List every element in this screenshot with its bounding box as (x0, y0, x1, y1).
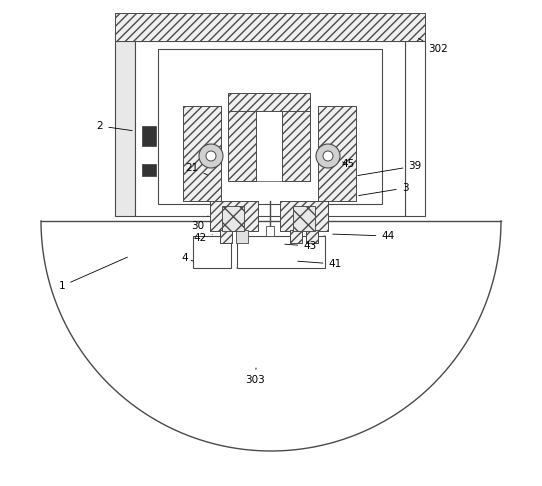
Bar (282, 106, 310, 181)
Bar (405, 41, 425, 216)
Circle shape (323, 151, 333, 161)
Text: 21: 21 (185, 163, 208, 175)
Bar (280, 201, 328, 231)
Text: 303: 303 (245, 368, 265, 385)
Bar (115, 13, 425, 41)
Bar (228, 106, 256, 181)
Bar (228, 93, 310, 111)
Text: 2: 2 (96, 121, 132, 131)
Bar (266, 226, 274, 236)
Bar (220, 230, 232, 243)
Text: 4: 4 (182, 253, 193, 263)
Bar (183, 106, 221, 201)
Bar (210, 201, 258, 231)
Bar (220, 230, 232, 243)
Bar (256, 106, 282, 181)
Bar (236, 230, 248, 243)
Text: 39: 39 (358, 161, 422, 175)
Circle shape (206, 151, 216, 161)
Bar (290, 230, 302, 243)
Text: 45: 45 (341, 159, 354, 169)
Bar (306, 230, 318, 243)
Text: 42: 42 (193, 233, 212, 243)
Bar (135, 41, 405, 216)
Circle shape (199, 144, 223, 168)
Text: 1: 1 (59, 257, 127, 291)
Bar (306, 230, 318, 243)
Bar (290, 230, 302, 243)
Bar (293, 206, 315, 231)
Bar (318, 106, 356, 201)
Bar (282, 106, 310, 181)
Bar (222, 206, 244, 231)
Bar (142, 126, 156, 146)
Bar (193, 236, 231, 268)
Bar (228, 93, 310, 111)
Text: 30: 30 (191, 216, 208, 231)
Bar (115, 41, 135, 216)
Bar (142, 164, 156, 176)
Bar (228, 106, 256, 181)
Text: 302: 302 (418, 38, 448, 54)
Bar (220, 230, 232, 243)
Text: 44: 44 (333, 231, 395, 241)
Bar (115, 13, 425, 41)
Text: 3: 3 (359, 183, 408, 195)
Bar (280, 201, 328, 231)
Bar (183, 106, 221, 201)
Bar (293, 206, 315, 231)
Bar (222, 206, 244, 231)
Text: 43: 43 (285, 241, 317, 251)
Bar (318, 106, 356, 201)
Text: 41: 41 (298, 259, 341, 269)
Bar (237, 236, 325, 268)
Circle shape (316, 144, 340, 168)
Bar (345, 136, 353, 161)
Bar (210, 201, 258, 231)
Bar (158, 49, 382, 204)
